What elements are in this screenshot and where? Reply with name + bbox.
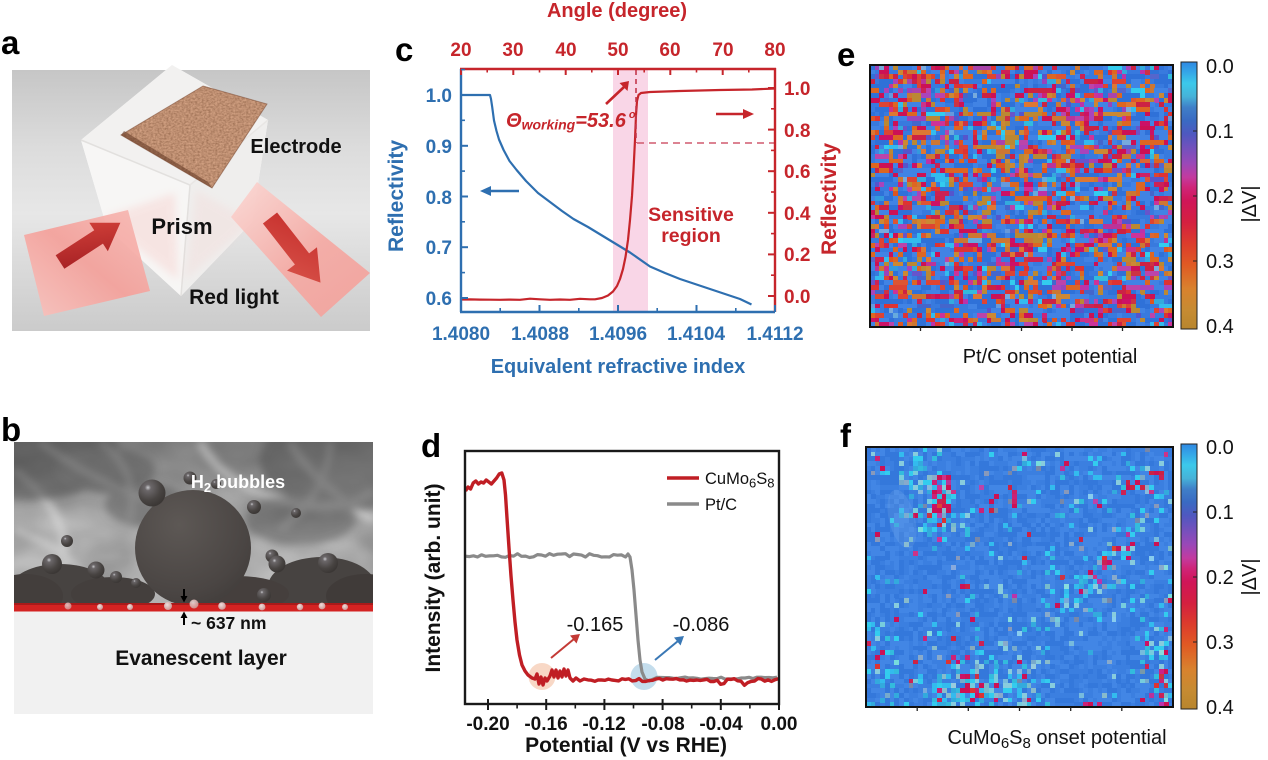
svg-text:c: c: [395, 31, 413, 68]
svg-text:1.4096: 1.4096: [589, 324, 647, 345]
svg-text:0.7: 0.7: [426, 238, 452, 259]
svg-text:Potential (V vs RHE): Potential (V vs RHE): [525, 734, 727, 757]
svg-text:Reflectivity: Reflectivity: [818, 143, 841, 255]
svg-text:1.4080: 1.4080: [432, 324, 490, 345]
svg-text:Red light: Red light: [189, 286, 279, 309]
svg-text:60: 60: [659, 40, 680, 61]
svg-text:0.6: 0.6: [426, 289, 452, 310]
svg-text:0.9: 0.9: [426, 137, 452, 158]
svg-text:0.8: 0.8: [426, 188, 452, 209]
svg-text:-0.04: -0.04: [699, 714, 743, 735]
svg-text:b: b: [1, 411, 21, 448]
svg-text:70: 70: [712, 40, 733, 61]
svg-text:0.0: 0.0: [784, 287, 810, 308]
svg-text:a: a: [1, 24, 20, 61]
svg-text:Pt/C: Pt/C: [705, 496, 737, 514]
svg-text:0.4: 0.4: [784, 204, 811, 225]
svg-text:50: 50: [607, 40, 628, 61]
svg-text:Equivalent refractive index: Equivalent refractive index: [491, 356, 746, 378]
svg-text:Electrode: Electrode: [250, 136, 341, 158]
svg-text:0.6: 0.6: [784, 162, 810, 183]
svg-text:30: 30: [502, 40, 523, 61]
svg-text:Angle (degree): Angle (degree): [547, 0, 687, 22]
svg-text:80: 80: [764, 40, 785, 61]
svg-text:20: 20: [450, 40, 471, 61]
svg-text:1.0: 1.0: [426, 86, 452, 107]
svg-text:Evanescent layer: Evanescent layer: [115, 647, 287, 670]
svg-text:0.00: 0.00: [761, 714, 798, 735]
svg-text:-0.08: -0.08: [641, 714, 684, 735]
svg-text:40: 40: [555, 40, 576, 61]
svg-text:Θworking=53.6o: Θworking=53.6 o: [506, 109, 636, 133]
svg-text:-0.165: -0.165: [567, 614, 624, 636]
svg-text:d: d: [421, 427, 441, 464]
svg-text:-0.12: -0.12: [582, 714, 625, 735]
svg-text:CuMo6S8: CuMo6S8: [705, 470, 775, 491]
svg-text:Sensitive: Sensitive: [648, 204, 734, 226]
svg-text:0.2: 0.2: [784, 245, 810, 266]
svg-text:-0.086: -0.086: [673, 614, 730, 636]
svg-text:1.4088: 1.4088: [511, 324, 569, 345]
svg-text:~ 637 nm: ~ 637 nm: [191, 613, 266, 633]
svg-text:1.4104: 1.4104: [667, 324, 726, 345]
svg-text:0.8: 0.8: [784, 121, 810, 142]
svg-text:-0.20: -0.20: [466, 714, 509, 735]
svg-text:1.4112: 1.4112: [746, 324, 803, 345]
svg-text:region: region: [661, 225, 721, 247]
svg-text:Reflectivity: Reflectivity: [385, 140, 408, 252]
svg-text:1.0: 1.0: [784, 79, 810, 100]
svg-text:H2 bubbles: H2 bubbles: [191, 472, 285, 495]
svg-text:-0.16: -0.16: [524, 714, 567, 735]
svg-text:Prism: Prism: [151, 214, 212, 239]
svg-text:Intensity (arb. unit): Intensity (arb. unit): [422, 484, 445, 673]
